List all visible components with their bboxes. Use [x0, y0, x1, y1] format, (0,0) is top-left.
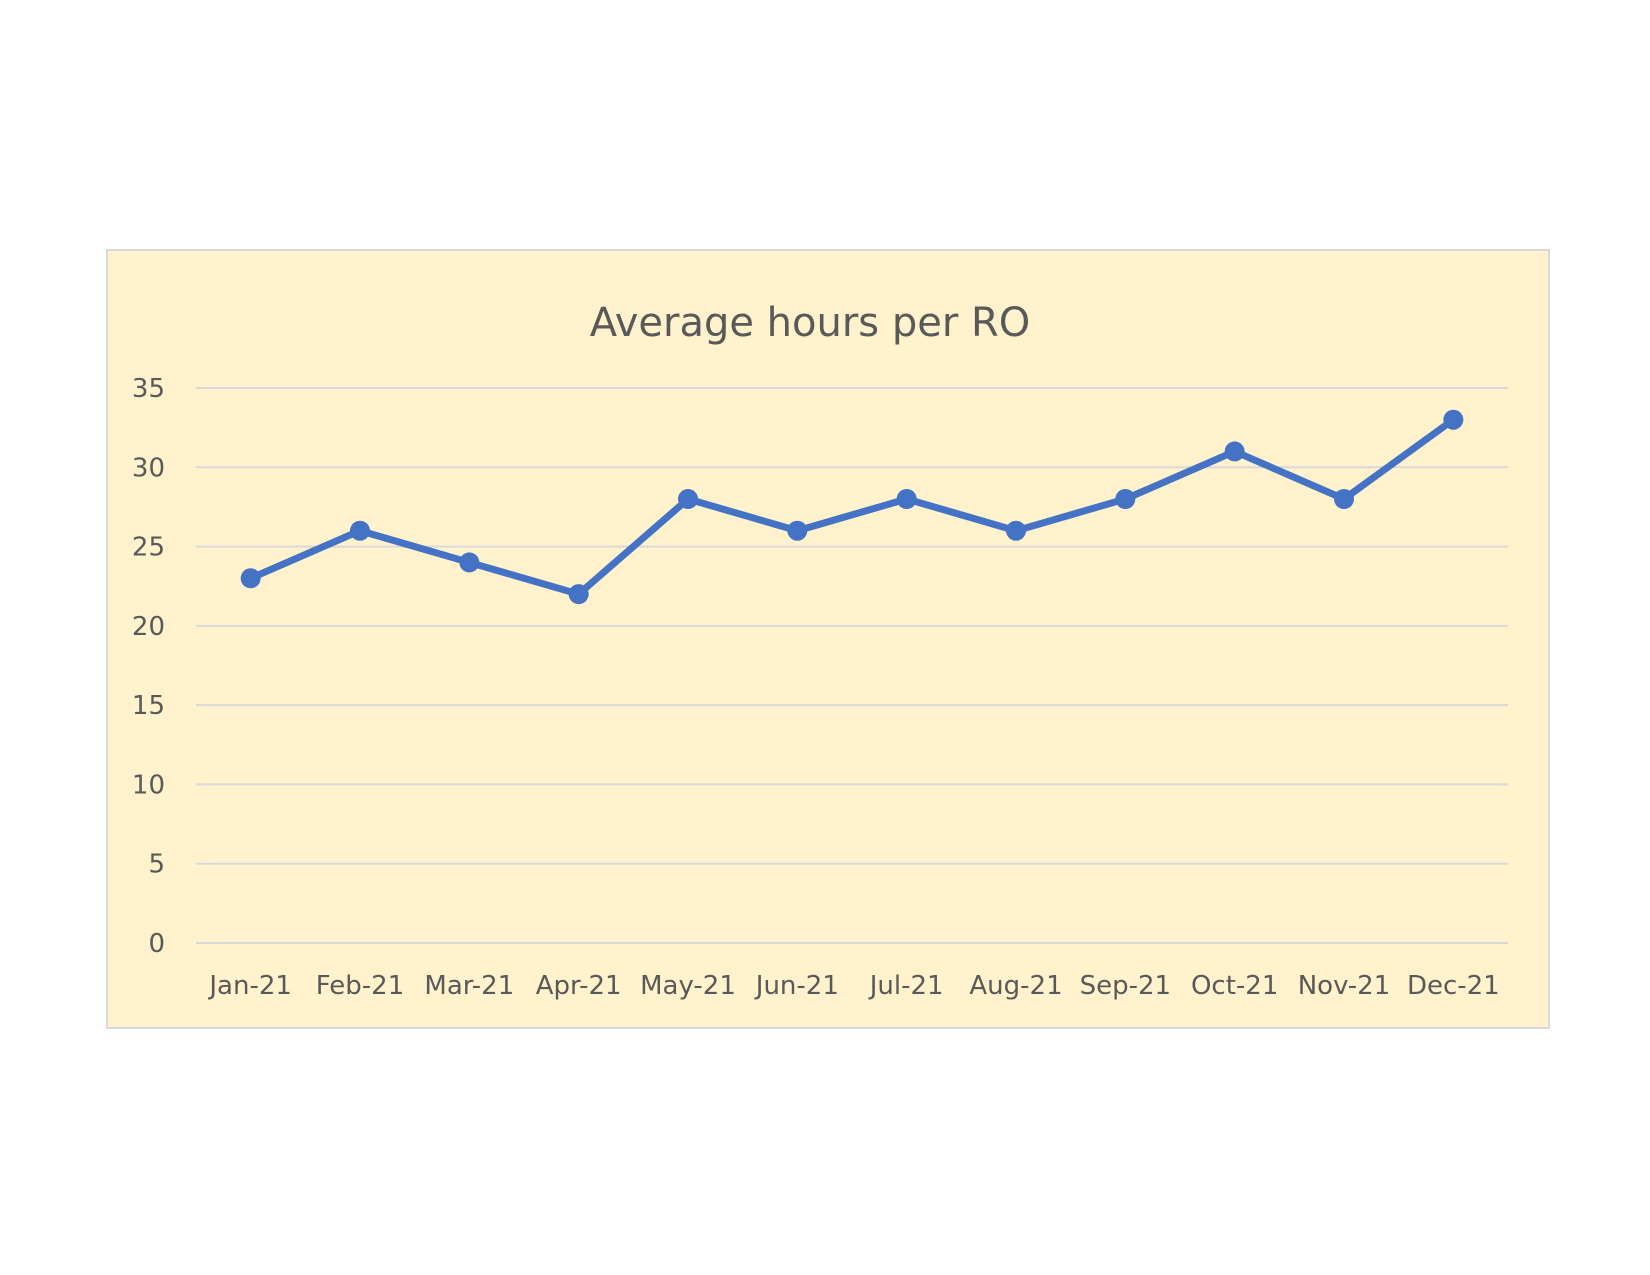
x-tick-label: Dec-21: [1407, 971, 1500, 1001]
data-point: [350, 520, 370, 541]
data-point: [568, 584, 589, 605]
x-tick-label: Apr-21: [536, 971, 622, 1001]
x-tick-label: May-21: [640, 971, 736, 1001]
y-axis-tick-labels: 0 5 10 15 20 25 30 35: [132, 374, 165, 959]
x-tick-label: Aug-21: [969, 971, 1062, 1001]
series-line: [247, 416, 1457, 598]
chart-title: Average hours per RO: [590, 300, 1031, 346]
x-tick-label: Sep-21: [1080, 971, 1171, 1001]
x-tick-label: Jul-21: [868, 971, 944, 1001]
data-point: [1006, 520, 1026, 541]
x-tick-label: Jun-21: [754, 971, 839, 1001]
data-series: [240, 409, 1464, 605]
data-point: [678, 489, 698, 509]
chart-area: [106, 249, 1550, 1029]
y-tick-label: 15: [132, 691, 165, 721]
y-tick-label: 35: [132, 374, 165, 404]
data-point: [1443, 409, 1464, 430]
data-point: [240, 568, 261, 589]
y-tick-label: 0: [148, 929, 165, 959]
data-point: [459, 552, 480, 573]
y-tick-label: 30: [132, 453, 165, 483]
data-point: [787, 520, 808, 541]
x-axis-tick-labels: Jan-21 Feb-21 Mar-21 Apr-21 May-21 Jun-21 Jul-…: [207, 971, 1499, 1001]
x-tick-label: Feb-21: [316, 971, 405, 1001]
y-tick-label: 10: [132, 770, 165, 800]
data-point: [1115, 489, 1136, 509]
x-tick-label: Jan-21: [207, 971, 292, 1001]
data-point: [1334, 489, 1354, 509]
x-tick-label: Nov-21: [1298, 971, 1391, 1001]
y-tick-label: 5: [148, 850, 165, 880]
gridlines: [196, 387, 1508, 944]
x-tick-label: Mar-21: [424, 971, 514, 1001]
x-tick-label: Oct-21: [1191, 971, 1278, 1001]
data-point: [1224, 441, 1245, 462]
y-tick-label: 25: [132, 533, 165, 563]
data-point: [896, 489, 917, 509]
y-tick-label: 20: [132, 612, 165, 642]
